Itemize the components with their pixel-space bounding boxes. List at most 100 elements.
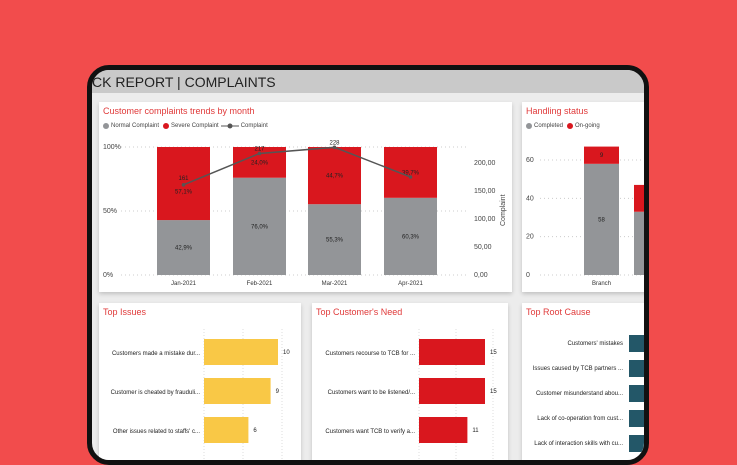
bar [419, 417, 468, 443]
normal-data-label: 55,3% [326, 238, 344, 244]
category-label: Customers made a mistake dur... [112, 351, 200, 357]
bar [629, 435, 644, 452]
handling-panel: Handling status Completed On-going 0 20 40… [522, 102, 644, 292]
legend-complaint[interactable]: Complaint [240, 123, 268, 129]
bar [629, 335, 644, 352]
bar-value-label: 10 [283, 350, 290, 356]
y2-tick-label: 50,00 [474, 244, 492, 251]
severe-data-label: 39,7% [402, 170, 420, 176]
bar-value-label: 15 [490, 389, 497, 395]
handling-chart: 0 20 40 60 58 9 Branch [526, 146, 644, 287]
category-label: Customers want to be listened/... [328, 390, 416, 396]
report-frame: CK REPORT | COMPLAINTS Customer complain… [87, 65, 649, 465]
complaint-point [408, 175, 413, 179]
bar-severe [384, 147, 437, 198]
normal-data-label: 60,3% [402, 234, 420, 240]
root-title: Top Root Cause [526, 307, 591, 317]
normal-data-label: 42,9% [175, 246, 193, 252]
handling-legend: Completed On-going [526, 123, 600, 129]
category-label: Lack of interaction skills with cu... [534, 441, 623, 447]
complaint-point [332, 145, 337, 150]
bar-normal [233, 177, 286, 275]
x-tick-label: Branch [592, 281, 611, 287]
complaint-data-label: 228 [329, 140, 340, 146]
severe-data-label: 24,0% [251, 160, 269, 166]
category-label: Customers recourse to TCB for ... [325, 351, 415, 357]
bar [204, 339, 278, 365]
report-title: CK REPORT | COMPLAINTS [92, 74, 276, 90]
bar-severe [308, 147, 361, 205]
trend-title: Customer complaints trends by month [103, 106, 255, 116]
bar-completed [584, 163, 619, 275]
category-label: Customer misunderstand abou... [536, 391, 623, 397]
category-label: Other issues related to staffs' c... [113, 429, 200, 435]
bar-completed [634, 211, 644, 275]
x-tick-label: Mar-2021 [322, 281, 348, 287]
bar [419, 378, 485, 404]
y2-tick-label: 0,00 [474, 272, 488, 279]
root-panel: Top Root Cause Customers' mistakes Issues… [522, 303, 644, 460]
category-label: Customers' mistakes [568, 341, 624, 347]
legend-normal[interactable]: Normal Complaint [111, 123, 160, 129]
severe-data-label: 44,7% [326, 174, 344, 180]
complaint-line [183, 146, 411, 186]
bar-value-label: 15 [490, 350, 497, 356]
needs-chart: Customers recourse to TCB for ... 15 Custo… [325, 329, 497, 460]
y2-tick-label: 150,00 [474, 188, 496, 195]
bar-value-label: 6 [253, 428, 257, 434]
category-label: Issues caused by TCB partners ... [533, 366, 624, 372]
y-tick-label: 100% [103, 144, 121, 151]
bar [629, 410, 644, 427]
y-tick-label: 20 [526, 234, 534, 241]
severe-data-label: 57,1% [175, 190, 193, 196]
bar [204, 378, 271, 404]
bar-normal [308, 204, 361, 275]
complaint-point [181, 183, 186, 187]
bar-ongoing [584, 146, 619, 164]
report-header: CK REPORT | COMPLAINTS [92, 70, 644, 93]
bar-normal [157, 220, 210, 275]
category-label: Customer is cheated by frauduli... [111, 390, 201, 396]
needs-panel: Top Customer's Need Customers recourse t… [312, 303, 508, 460]
root-chart: Customers' mistakes Issues caused by TCB … [533, 335, 644, 452]
ongoing-data-label: 9 [600, 153, 604, 159]
needs-title: Top Customer's Need [316, 307, 403, 317]
legend-completed-dot [526, 123, 532, 129]
legend-ongoing-dot [567, 123, 574, 129]
legend-line-icon [220, 123, 239, 129]
bar [629, 385, 644, 402]
legend-normal-dot [103, 123, 109, 129]
bar [204, 417, 249, 443]
trend-chart: 0% 50% 100% 0,00 50,00 100,00 150,00 200,00 Comp… [103, 140, 507, 287]
legend-ongoing[interactable]: On-going [575, 123, 600, 129]
y-tick-label: 0% [103, 272, 113, 279]
y-tick-label: 60 [526, 157, 534, 164]
legend-completed[interactable]: Completed [534, 123, 564, 129]
bar-ongoing [634, 184, 644, 212]
handling-title: Handling status [526, 106, 589, 116]
trend-legend: Normal Complaint Severe Complaint Compla… [103, 123, 268, 129]
y-tick-label: 0 [526, 272, 530, 279]
y-tick-label: 50% [103, 208, 117, 215]
trend-panel: Customer complaints trends by month Norm… [99, 102, 512, 292]
completed-data-label: 58 [598, 217, 605, 223]
x-tick-label: Jan-2021 [171, 281, 197, 287]
bar-value-label: 9 [276, 389, 280, 395]
issues-chart: Customers made a mistake dur... 10 Custome… [111, 329, 290, 460]
y2-tick-label: 100,00 [474, 216, 496, 223]
bar-normal [384, 197, 437, 275]
x-tick-label: Feb-2021 [247, 281, 273, 287]
normal-data-label: 76,0% [251, 224, 269, 230]
issues-title: Top Issues [103, 307, 147, 317]
complaint-data-label: 217 [254, 146, 265, 152]
category-label: Lack of co-operation from cust... [537, 416, 623, 422]
category-label: Customers want TCB to verify a... [325, 429, 415, 435]
y2-tick-label: 200,00 [474, 160, 496, 167]
legend-severe-dot [163, 123, 170, 129]
issues-panel: Top Issues Customers made a mistake dur.… [99, 303, 301, 460]
y-tick-label: 40 [526, 195, 534, 202]
x-tick-label: Apr-2021 [398, 281, 423, 287]
complaint-point [257, 151, 262, 156]
legend-severe[interactable]: Severe Complaint [171, 123, 219, 129]
y2-axis-label: Complaint [500, 194, 507, 226]
